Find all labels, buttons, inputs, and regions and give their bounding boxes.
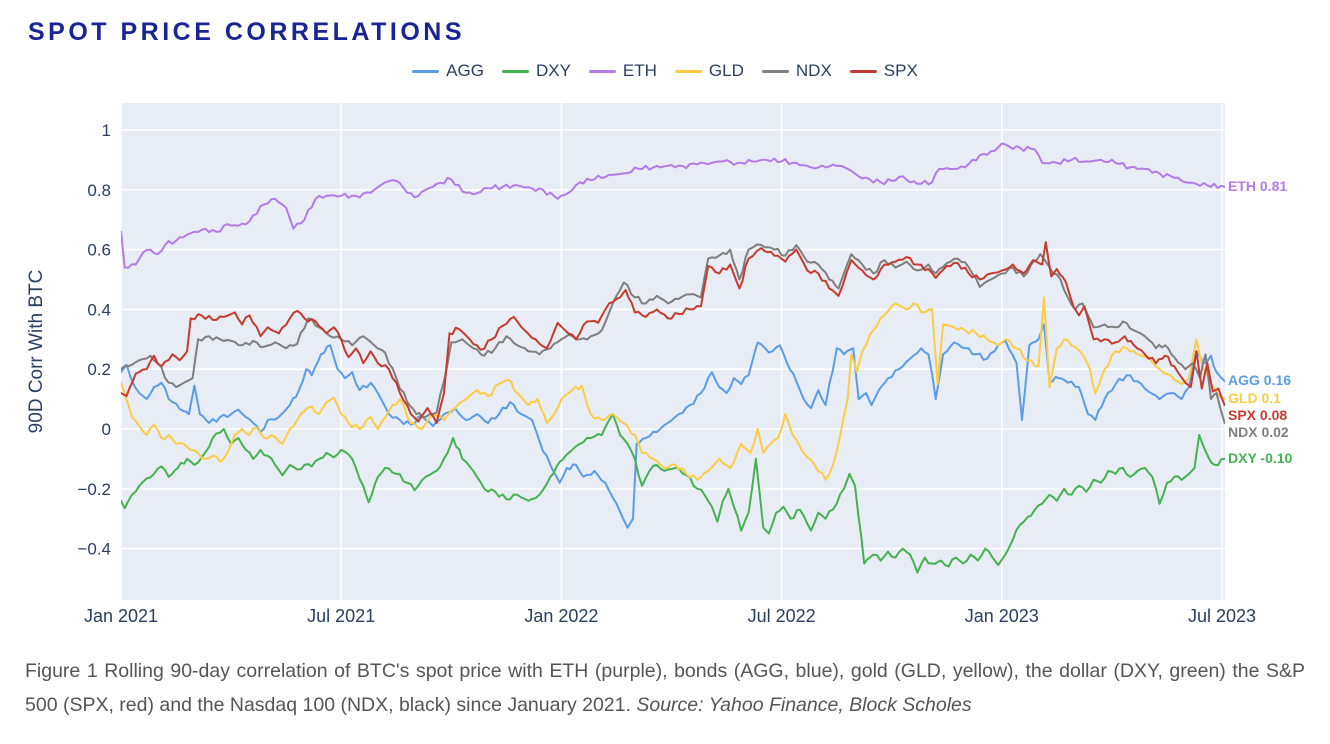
legend-label-dxy: DXY (535, 61, 571, 80)
end-label-dxy: DXY -0.10 (1228, 449, 1293, 466)
x-tick-label: Jan 2021 (84, 606, 158, 626)
spx-line-swatch-icon (849, 69, 877, 73)
page-title: SPOT PRICE CORRELATIONS (28, 18, 466, 46)
legend-item-ndx[interactable]: NDX (761, 61, 832, 81)
x-tick-label: Jul 2023 (1188, 606, 1256, 626)
ndx-line-swatch-icon (761, 69, 789, 73)
gld-line-swatch-icon (674, 69, 702, 73)
legend-label-ndx: NDX (795, 61, 832, 80)
series-line-spx[interactable] (121, 241, 1225, 424)
end-label-agg: AGG 0.16 (1228, 372, 1292, 389)
x-tick-label: Jan 2023 (965, 606, 1039, 626)
y-tick-label: −0.2 (77, 480, 111, 499)
chart-legend: AGG DXY ETH GLD NDX SPX (0, 58, 1330, 84)
end-label-eth: ETH 0.81 (1228, 177, 1288, 194)
legend-item-spx[interactable]: SPX (849, 61, 918, 81)
series-line-agg[interactable] (121, 323, 1225, 529)
correlation-chart[interactable]: 1 0.8 0.6 0.4 0.2 0 −0.2 −0.4 Jan 2021 Jul 2021 Ja… (0, 0, 1330, 632)
series-line-eth[interactable] (121, 142, 1225, 269)
y-tick-label: 0.8 (87, 181, 111, 200)
series-line-gld[interactable] (121, 296, 1225, 481)
y-tick-label: 0.2 (87, 360, 111, 379)
y-axis-title: 90D Corr With BTC (26, 270, 47, 434)
y-tick-label: 0 (102, 420, 111, 439)
legend-item-dxy[interactable]: DXY (501, 61, 571, 81)
legend-item-eth[interactable]: ETH (588, 61, 657, 81)
end-label-gld: GLD 0.1 (1228, 390, 1281, 407)
legend-item-agg[interactable]: AGG (412, 61, 484, 81)
eth-line-swatch-icon (588, 69, 616, 73)
series-line-dxy[interactable] (121, 413, 1225, 574)
y-tick-label: 0.4 (87, 300, 111, 319)
x-tick-label: Jul 2022 (748, 606, 816, 626)
dxy-line-swatch-icon (501, 69, 529, 73)
figure-caption: Figure 1 Rolling 90-day correlation of B… (25, 654, 1305, 722)
y-tick-label: 1 (102, 121, 111, 140)
end-label-ndx: NDX 0.02 (1228, 424, 1289, 441)
legend-item-gld[interactable]: GLD (674, 61, 744, 81)
legend-label-gld: GLD (708, 61, 744, 80)
legend-label-spx: SPX (883, 61, 918, 80)
figure-caption-text: Figure 1 Rolling 90-day correlation of B… (25, 659, 1305, 716)
plot-area[interactable] (121, 103, 1225, 600)
end-label-spx: SPX 0.08 (1228, 407, 1288, 424)
y-tick-label: −0.4 (77, 540, 111, 559)
legend-label-agg: AGG (446, 61, 484, 80)
x-tick-label: Jan 2022 (524, 606, 598, 626)
agg-line-swatch-icon (412, 69, 440, 73)
figure-caption-source: Source: Yahoo Finance, Block Scholes (636, 693, 972, 716)
legend-label-eth: ETH (622, 61, 657, 80)
x-tick-label: Jul 2021 (307, 606, 375, 626)
y-tick-label: 0.6 (87, 241, 111, 260)
